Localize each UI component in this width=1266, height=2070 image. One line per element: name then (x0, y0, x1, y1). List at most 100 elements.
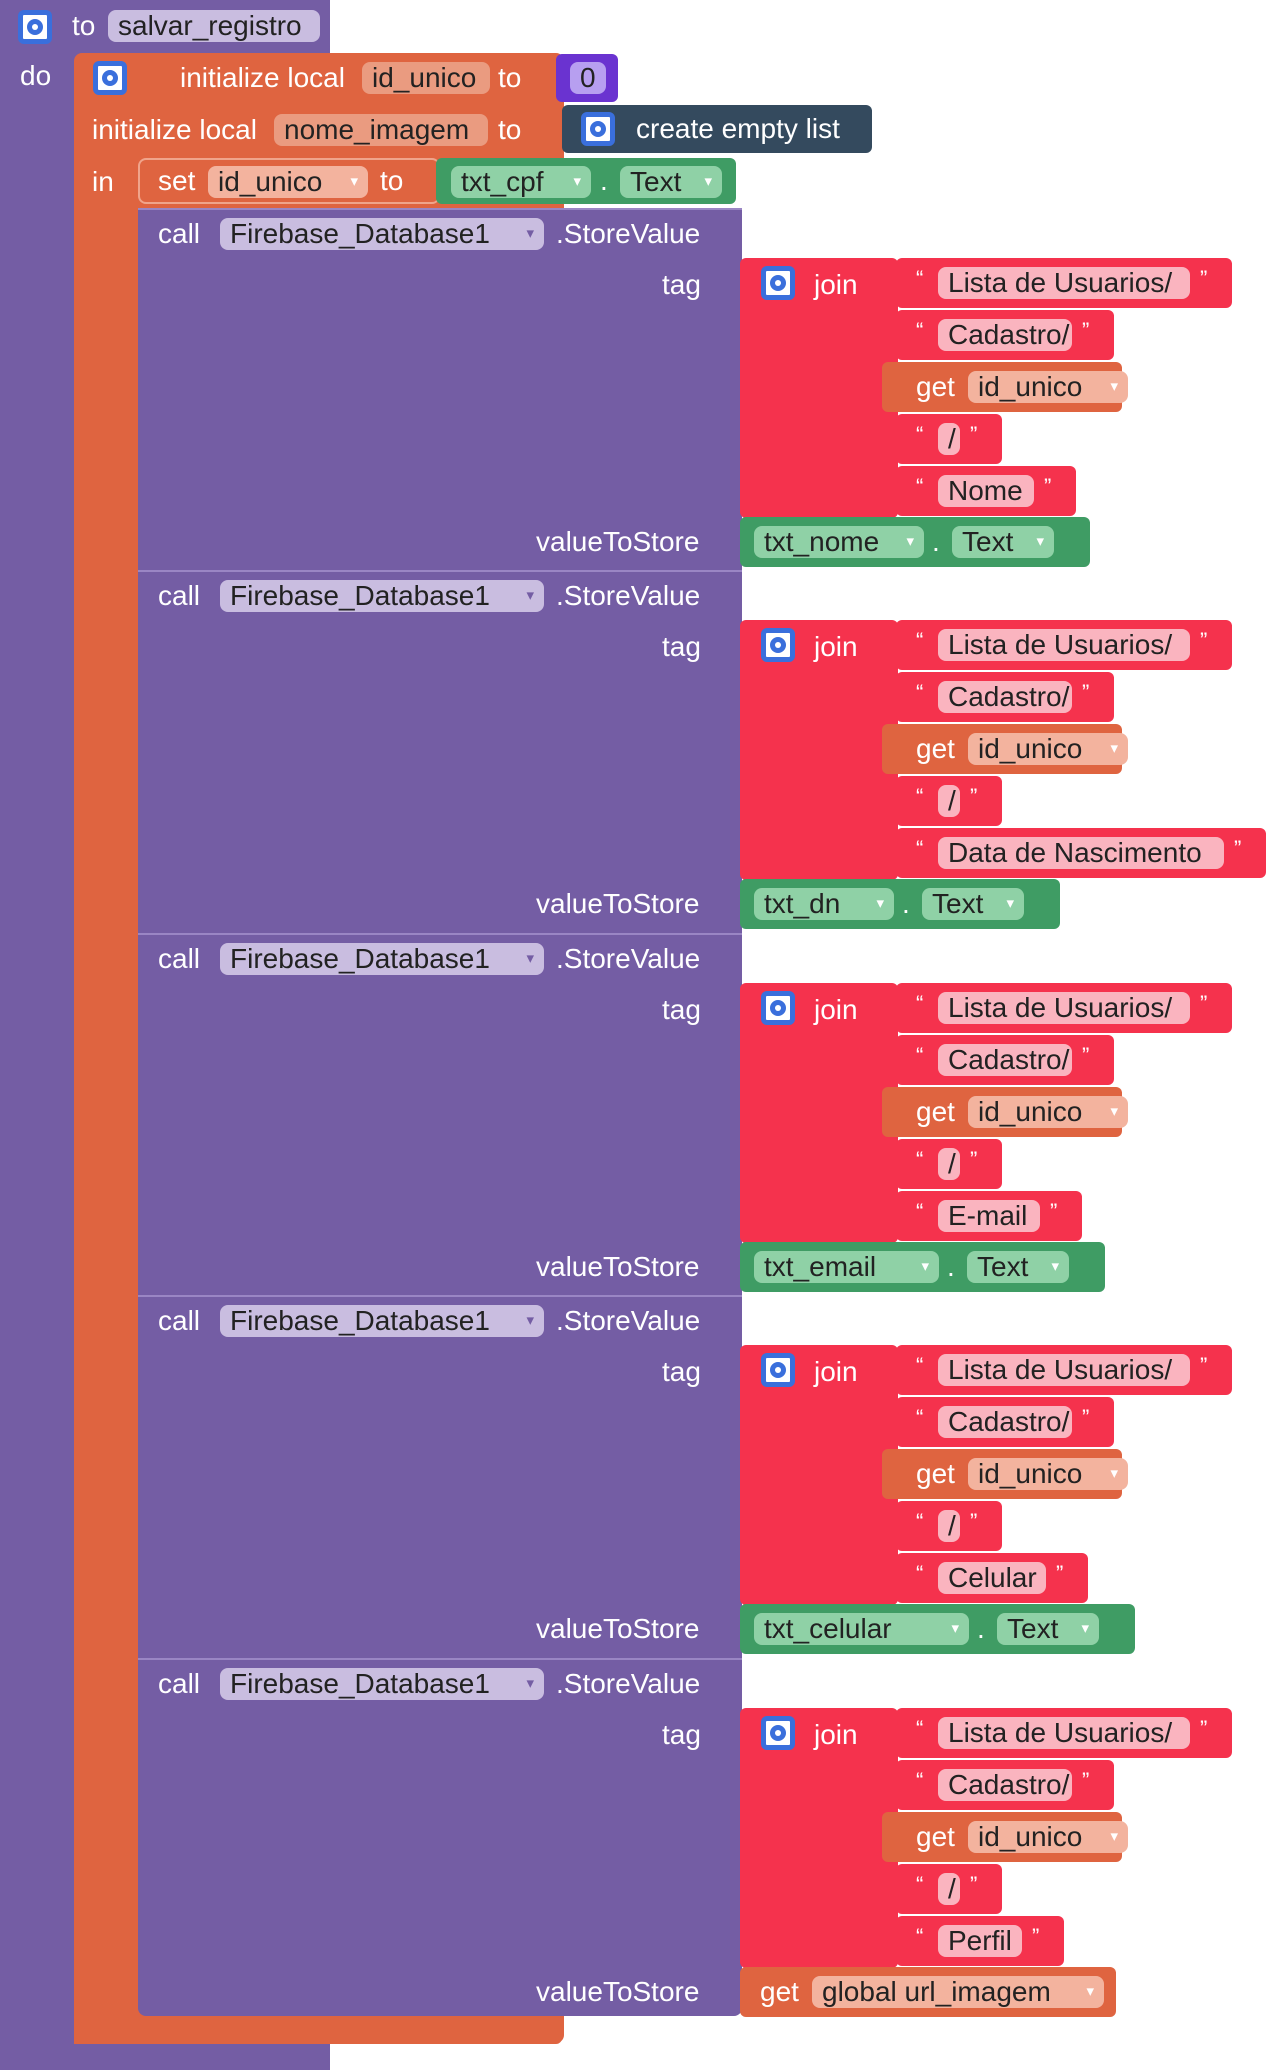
dropdown-arrow-icon: ▾ (526, 1675, 534, 1692)
text-string-field[interactable]: / (938, 423, 960, 455)
global-variable-dropdown[interactable]: global url_imagem ▾ (812, 1976, 1104, 2008)
text-string-field[interactable]: Cadastro/ (938, 1044, 1072, 1076)
join-label: join (814, 631, 858, 662)
value-property-dropdown[interactable]: Text ▾ (997, 1613, 1099, 1645)
text-string-field[interactable]: Lista de Usuarios/ (938, 992, 1190, 1024)
get-label: get (760, 1976, 799, 2007)
open-quote-icon: “ (916, 836, 924, 861)
component-dropdown-txt-cpf[interactable]: txt_cpf ▾ (451, 166, 591, 198)
value-component-dropdown[interactable]: txt_email ▾ (754, 1251, 939, 1283)
join-block[interactable] (740, 983, 898, 1243)
get-variable-dropdown[interactable]: id_unico ▾ (968, 371, 1128, 403)
text-string-field[interactable]: Cadastro/ (938, 1406, 1072, 1438)
join-block[interactable] (740, 1345, 898, 1605)
text-string-field[interactable]: / (938, 785, 960, 817)
join-label: join (814, 1356, 858, 1387)
call-label: call (158, 1668, 201, 1699)
close-quote-icon: ” (970, 422, 978, 447)
call-storevalue-block[interactable] (138, 933, 742, 1297)
join-label: join (814, 994, 858, 1025)
join-gear-icon[interactable] (761, 628, 795, 662)
close-quote-icon: ” (1082, 1405, 1090, 1430)
component-dropdown-firebase[interactable]: Firebase_Database1 ▾ (220, 218, 544, 250)
create-empty-list-label: create empty list (636, 113, 840, 144)
text-string-field[interactable]: Cadastro/ (938, 1769, 1072, 1801)
join-block[interactable] (740, 258, 898, 518)
procedure-to-label: to (72, 10, 96, 41)
text-string-field[interactable]: Data de Nascimento (938, 837, 1224, 869)
close-quote-icon: ” (1044, 474, 1052, 499)
text-string-field[interactable]: Cadastro/ (938, 319, 1072, 351)
value-component-dropdown[interactable]: txt_celular ▾ (754, 1613, 969, 1645)
dropdown-arrow-icon: ▾ (1110, 740, 1118, 757)
open-quote-icon: “ (916, 1405, 924, 1430)
call-storevalue-block[interactable] (138, 1295, 742, 1659)
text-string-field[interactable]: / (938, 1148, 960, 1180)
close-quote-icon: ” (970, 1872, 978, 1897)
procedure-name-field[interactable]: salvar_registro (108, 10, 320, 42)
get-variable-dropdown[interactable]: id_unico ▾ (968, 1458, 1128, 1490)
close-quote-icon: ” (1082, 1043, 1090, 1068)
method-label: .StoreValue (556, 1668, 701, 1699)
method-label: .StoreValue (556, 580, 701, 611)
initialize-gear-icon[interactable] (93, 61, 127, 95)
local-var-id-unico[interactable]: id_unico (362, 62, 490, 94)
text-string-field[interactable]: Lista de Usuarios/ (938, 1354, 1190, 1386)
initialize-to-label-2: to (498, 114, 522, 145)
text-string-field[interactable]: Cadastro/ (938, 681, 1072, 713)
property-dropdown-text[interactable]: Text ▾ (620, 166, 722, 198)
value-property-dropdown[interactable]: Text ▾ (922, 888, 1024, 920)
close-quote-icon: ” (1082, 680, 1090, 705)
join-gear-icon[interactable] (761, 266, 795, 300)
text-string-field[interactable]: E-mail (938, 1200, 1040, 1232)
join-gear-icon[interactable] (761, 1353, 795, 1387)
text-string-field[interactable]: Celular (938, 1562, 1046, 1594)
value-property-dropdown[interactable]: Text ▾ (952, 526, 1054, 558)
value-component-dropdown[interactable]: txt_nome ▾ (754, 526, 924, 558)
initialize-to-label-1: to (498, 62, 522, 93)
procedure-gear-icon[interactable] (18, 10, 52, 44)
set-variable-dropdown[interactable]: id_unico ▾ (208, 166, 368, 198)
value-property-dropdown[interactable]: Text ▾ (967, 1251, 1069, 1283)
close-quote-icon: ” (1234, 836, 1242, 861)
component-dropdown-firebase[interactable]: Firebase_Database1 ▾ (220, 1668, 544, 1700)
text-string-field[interactable]: Lista de Usuarios/ (938, 1717, 1190, 1749)
get-variable-dropdown[interactable]: id_unico ▾ (968, 733, 1128, 765)
local-var-nome-imagem[interactable]: nome_imagem (274, 114, 488, 146)
get-variable-dropdown[interactable]: id_unico ▾ (968, 1821, 1128, 1853)
open-quote-icon: “ (916, 1924, 924, 1949)
join-block[interactable] (740, 1708, 898, 1968)
call-storevalue-block[interactable] (138, 570, 742, 934)
call-storevalue-block[interactable] (138, 1658, 742, 2016)
dot-separator: . (977, 1613, 985, 1644)
component-dropdown-firebase[interactable]: Firebase_Database1 ▾ (220, 943, 544, 975)
open-quote-icon: “ (916, 474, 924, 499)
join-gear-icon[interactable] (761, 1716, 795, 1750)
dropdown-arrow-icon: ▾ (1081, 1620, 1089, 1637)
text-string-field[interactable]: / (938, 1510, 960, 1542)
close-quote-icon: ” (1200, 1716, 1208, 1741)
initialize-local-label-2: initialize local (92, 114, 257, 145)
value-component-dropdown[interactable]: txt_dn ▾ (754, 888, 894, 920)
open-quote-icon: “ (916, 784, 924, 809)
value-to-store-label: valueToStore (536, 1976, 700, 2007)
join-label: join (814, 1719, 858, 1750)
create-list-gear-icon[interactable] (581, 112, 615, 146)
close-quote-icon: ” (1056, 1561, 1064, 1586)
number-value-field[interactable]: 0 (570, 62, 606, 94)
text-string-field[interactable]: Lista de Usuarios/ (938, 267, 1190, 299)
text-string-field[interactable]: Lista de Usuarios/ (938, 629, 1190, 661)
open-quote-icon: “ (916, 1199, 924, 1224)
method-label: .StoreValue (556, 943, 701, 974)
dropdown-arrow-icon: ▾ (1110, 1103, 1118, 1120)
text-string-field[interactable]: / (938, 1873, 960, 1905)
component-dropdown-firebase[interactable]: Firebase_Database1 ▾ (220, 580, 544, 612)
open-quote-icon: “ (916, 1147, 924, 1172)
component-dropdown-firebase[interactable]: Firebase_Database1 ▾ (220, 1305, 544, 1337)
text-string-field[interactable]: Nome (938, 475, 1034, 507)
join-gear-icon[interactable] (761, 991, 795, 1025)
join-block[interactable] (740, 620, 898, 880)
get-variable-dropdown[interactable]: id_unico ▾ (968, 1096, 1128, 1128)
text-string-field[interactable]: Perfil (938, 1925, 1022, 1957)
call-storevalue-block[interactable] (138, 208, 742, 572)
